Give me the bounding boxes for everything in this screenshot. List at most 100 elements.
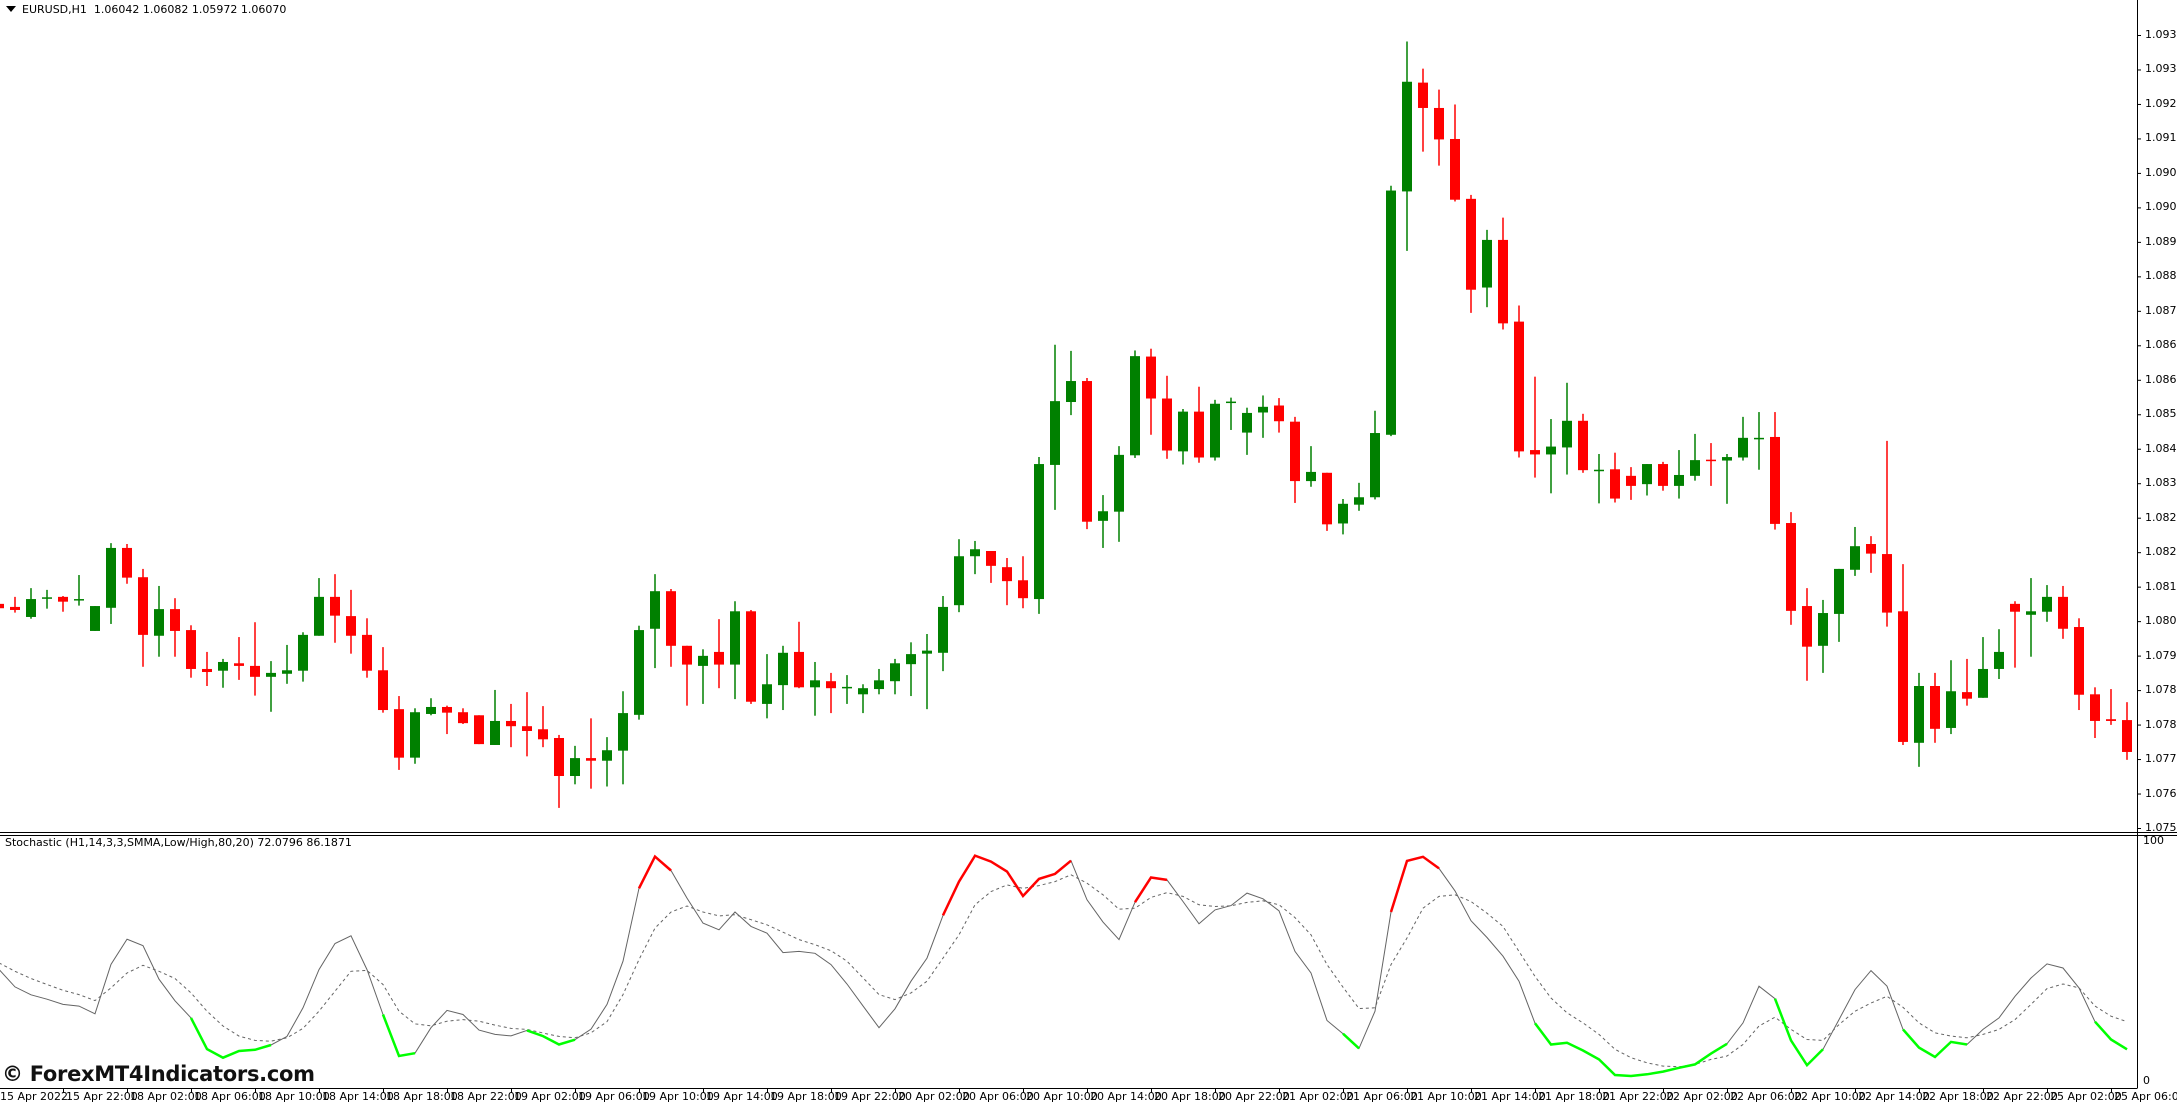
candle-body — [906, 654, 916, 665]
time-label: 19 Apr 22:00 — [834, 1090, 906, 1103]
candle-body — [1530, 450, 1540, 455]
bullish-candle — [778, 645, 788, 711]
bullish-candle — [1754, 412, 1764, 470]
bearish-candle — [538, 706, 548, 748]
time-label: 21 Apr 22:00 — [1602, 1090, 1674, 1103]
bullish-candle — [650, 574, 660, 669]
bullish-candle — [1226, 397, 1236, 430]
bearish-candle — [714, 619, 724, 689]
stochastic-series — [0, 854, 2128, 1078]
candle-body — [154, 609, 164, 636]
bearish-candle — [1626, 467, 1636, 500]
candle-body — [1034, 464, 1044, 600]
bullish-candle — [1642, 464, 1652, 496]
bullish-candle — [1978, 637, 1988, 698]
price-label: 1.08605 — [2145, 372, 2177, 386]
price-label: 1.07885 — [2145, 683, 2177, 697]
bearish-candle — [522, 692, 532, 757]
candle-body — [1578, 420, 1588, 471]
time-label: 21 Apr 18:00 — [1538, 1090, 1610, 1103]
bullish-candle — [1994, 629, 2004, 680]
collapse-triangle-icon[interactable] — [6, 6, 16, 12]
bearish-candle — [0, 603, 4, 609]
axis-ticks — [63, 35, 2141, 1093]
price-label: 1.08205 — [2145, 545, 2177, 559]
bearish-candle — [2074, 618, 2084, 711]
stochastic-main-line — [0, 854, 2128, 1077]
watermark-logo: © ForexMT4Indicators.com — [2, 1062, 315, 1086]
bearish-candle — [234, 637, 244, 680]
candle-body — [2074, 627, 2084, 695]
candlestick-series — [0, 41, 2132, 808]
stochastic-overbought-segment — [637, 854, 672, 889]
bullish-candle — [1674, 450, 1684, 499]
bearish-candle — [1770, 412, 1780, 530]
bullish-candle — [42, 589, 52, 609]
candle-body — [1882, 554, 1892, 613]
time-label: 20 Apr 22:00 — [1218, 1090, 1290, 1103]
candle-body — [1434, 107, 1444, 140]
candle-body — [858, 688, 868, 695]
bullish-candle — [1066, 350, 1076, 416]
time-label: 15 Apr 2022 — [0, 1090, 69, 1103]
bullish-candle — [1370, 410, 1380, 500]
price-label: 1.08365 — [2145, 476, 2177, 490]
bullish-candle — [154, 585, 164, 657]
bullish-candle — [1690, 433, 1700, 481]
candle-body — [1834, 568, 1844, 614]
bullish-candle — [106, 543, 116, 624]
candle-body — [1098, 511, 1108, 521]
time-label: 18 Apr 02:00 — [130, 1090, 202, 1103]
bullish-candle — [602, 737, 612, 787]
bullish-candle — [298, 632, 308, 682]
time-label: 19 Apr 06:00 — [578, 1090, 650, 1103]
time-label: 21 Apr 10:00 — [1410, 1090, 1482, 1103]
candle-body — [1114, 454, 1124, 512]
candle-body — [1002, 567, 1012, 582]
price-label: 1.09305 — [2145, 62, 2177, 76]
stochastic-overbought-segment — [1389, 855, 1440, 913]
bullish-candle — [1402, 41, 1412, 251]
bearish-candle — [1866, 536, 1876, 573]
candle-body — [1866, 544, 1876, 554]
time-label: 21 Apr 06:00 — [1346, 1090, 1418, 1103]
candle-body — [330, 596, 340, 616]
candle-body — [1402, 81, 1412, 192]
bearish-candle — [1658, 461, 1668, 491]
bearish-candle — [1882, 440, 1892, 627]
candle-body — [2090, 694, 2100, 721]
time-label: 20 Apr 06:00 — [962, 1090, 1034, 1103]
stochastic-oversold-segment — [526, 1029, 576, 1046]
stochastic-oversold-segment — [1534, 1022, 1728, 1078]
bearish-candle — [458, 708, 468, 725]
candle-body — [1610, 469, 1620, 499]
candle-body — [1706, 459, 1716, 462]
candle-body — [1386, 190, 1396, 435]
candle-body — [1018, 580, 1028, 599]
candle-body — [1370, 433, 1380, 498]
candle-body — [90, 606, 100, 631]
candle-body — [1898, 611, 1908, 742]
candle-body — [842, 686, 852, 689]
candle-body — [1226, 401, 1236, 404]
bearish-candle — [746, 609, 756, 704]
bullish-candle — [954, 539, 964, 613]
bearish-candle — [682, 645, 692, 706]
time-label: 21 Apr 14:00 — [1474, 1090, 1546, 1103]
time-label: 18 Apr 18:00 — [386, 1090, 458, 1103]
time-label: 25 Apr 02:00 — [2050, 1090, 2122, 1103]
bearish-candle — [826, 672, 836, 714]
bearish-candle — [1434, 89, 1444, 166]
bearish-candle — [1802, 588, 1812, 681]
candle-body — [954, 556, 964, 606]
candle-body — [698, 655, 708, 666]
bullish-candle — [634, 625, 644, 720]
bearish-candle — [506, 703, 516, 748]
time-label: 15 Apr 22:00 — [66, 1090, 138, 1103]
candle-body — [1946, 691, 1956, 728]
candle-body — [442, 706, 452, 713]
candle-body — [682, 645, 692, 665]
time-label: 25 Apr 06:00 — [2114, 1090, 2177, 1103]
candle-body — [2058, 596, 2068, 629]
